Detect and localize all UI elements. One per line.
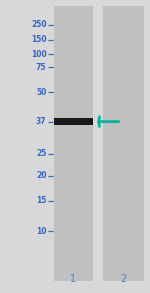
Bar bbox=[54, 118, 93, 125]
Bar bbox=[54, 6, 93, 281]
Text: 10: 10 bbox=[36, 227, 46, 236]
Text: 15: 15 bbox=[36, 196, 46, 205]
Text: 150: 150 bbox=[31, 35, 46, 44]
Text: 1: 1 bbox=[70, 274, 76, 284]
Text: 25: 25 bbox=[36, 149, 46, 158]
Text: 20: 20 bbox=[36, 171, 46, 180]
Bar bbox=[103, 6, 144, 281]
Text: 50: 50 bbox=[36, 88, 46, 97]
Text: 100: 100 bbox=[31, 50, 46, 59]
Text: 37: 37 bbox=[36, 117, 46, 126]
Text: 2: 2 bbox=[121, 274, 127, 284]
Text: 75: 75 bbox=[36, 63, 46, 72]
Text: 250: 250 bbox=[31, 21, 46, 29]
